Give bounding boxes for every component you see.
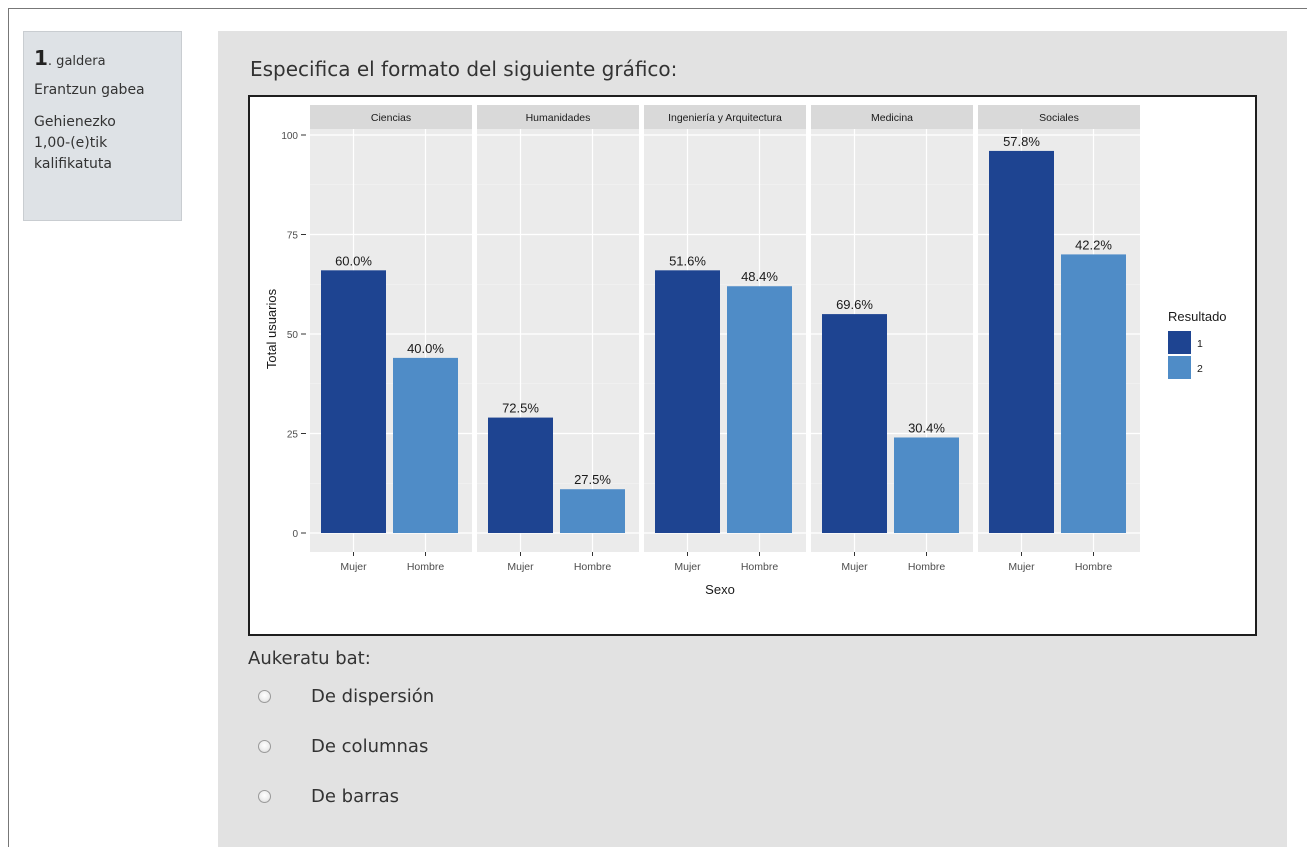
bar-hombre: [1061, 254, 1126, 533]
y-tick-label: 25: [287, 430, 299, 441]
radio-button[interactable]: [258, 739, 271, 753]
radio-button[interactable]: [258, 789, 271, 803]
bar-mujer: [989, 150, 1054, 534]
option-de-dispersion[interactable]: De dispersión: [258, 681, 434, 711]
page-border-top: [8, 8, 1307, 9]
option-label: De dispersión: [311, 685, 435, 707]
x-tick-label: Hombre: [741, 561, 779, 573]
bar-value-label: 51.6%: [669, 253, 706, 268]
bar-value-label: 48.4%: [741, 269, 778, 284]
bar-value-label: 60.0%: [335, 253, 372, 268]
bar-hombre: [393, 357, 458, 533]
legend-label: 2: [1197, 363, 1203, 375]
bar-value-label: 40.0%: [407, 341, 444, 356]
x-tick-label: Mujer: [507, 561, 534, 573]
radio-button[interactable]: [258, 689, 271, 703]
option-de-columnas[interactable]: De columnas: [258, 731, 428, 761]
y-tick-label: 75: [287, 231, 299, 242]
question-number-suffix: . galdera: [47, 54, 106, 69]
bar-mujer: [655, 270, 720, 533]
chart-image: 0 25 50 75 100 Ciencias 60.0% Mujer 40.0% Hombre H…: [248, 95, 1257, 636]
facet-strip-label: Sociales: [1039, 112, 1079, 124]
page-border-left: [8, 8, 9, 847]
bar-value-label: 42.2%: [1075, 237, 1112, 252]
option-de-barras[interactable]: De barras: [258, 781, 399, 811]
option-label: De columnas: [311, 735, 429, 757]
bar-mujer: [321, 270, 386, 533]
bar-value-label: 57.8%: [1003, 134, 1040, 149]
y-axis-title: Total usuarios: [264, 288, 279, 369]
bar-value-label: 69.6%: [836, 297, 873, 312]
question-content: Especifica el formato del siguiente gráf…: [218, 31, 1287, 847]
question-state: Erantzun gabea: [34, 82, 145, 98]
facet-strip: [477, 105, 639, 129]
option-label: De barras: [311, 785, 400, 807]
facet-strip-label: Medicina: [871, 112, 913, 124]
bar-mujer: [488, 417, 553, 533]
y-tick-label: 100: [281, 131, 298, 142]
legend-title: Resultado: [1168, 309, 1227, 324]
x-tick-label: Mujer: [340, 561, 367, 573]
facet-strip: [310, 105, 472, 129]
bar-hombre: [894, 437, 959, 533]
y-tick-label: 0: [292, 529, 298, 540]
question-mark: Gehienezko 1,00-(e)tik kalifikatuta: [34, 114, 116, 172]
x-axis-title: Sexo: [705, 582, 735, 597]
x-tick-label: Mujer: [841, 561, 868, 573]
answer-prompt: Aukeratu bat:: [248, 648, 371, 669]
facet-strip-label: Ciencias: [371, 112, 411, 124]
legend-swatch-1: [1168, 331, 1191, 354]
question-number: 1. galdera: [34, 46, 171, 70]
question-info-panel: 1. galdera Erantzun gabea Gehienezko 1,0…: [23, 31, 182, 221]
x-tick-label: Hombre: [574, 561, 612, 573]
y-tick-label: 50: [287, 330, 299, 341]
bar-hombre: [560, 489, 625, 533]
x-tick-label: Hombre: [407, 561, 445, 573]
x-tick-label: Mujer: [674, 561, 701, 573]
x-tick-label: Mujer: [1008, 561, 1035, 573]
faceted-bar-chart: 0 25 50 75 100 Ciencias 60.0% Mujer 40.0% Hombre H…: [264, 105, 1227, 597]
bar-hombre: [727, 286, 792, 533]
facet-strip-label: Humanidades: [526, 112, 591, 124]
legend-label: 1: [1197, 338, 1203, 350]
bar-mujer: [822, 314, 887, 533]
bar-value-label: 72.5%: [502, 401, 539, 416]
x-tick-label: Hombre: [908, 561, 946, 573]
facet-strip: [644, 105, 806, 129]
bar-value-label: 27.5%: [574, 472, 611, 487]
question-text: Especifica el formato del siguiente gráf…: [250, 57, 678, 81]
legend-swatch-2: [1168, 356, 1191, 379]
question-number-value: 1: [34, 46, 48, 70]
facet-strip-label: Ingeniería y Arquitectura: [668, 112, 782, 124]
bar-value-label: 30.4%: [908, 420, 945, 435]
facet-strip: [811, 105, 973, 129]
x-tick-label: Hombre: [1075, 561, 1113, 573]
facet-strip: [978, 105, 1140, 129]
